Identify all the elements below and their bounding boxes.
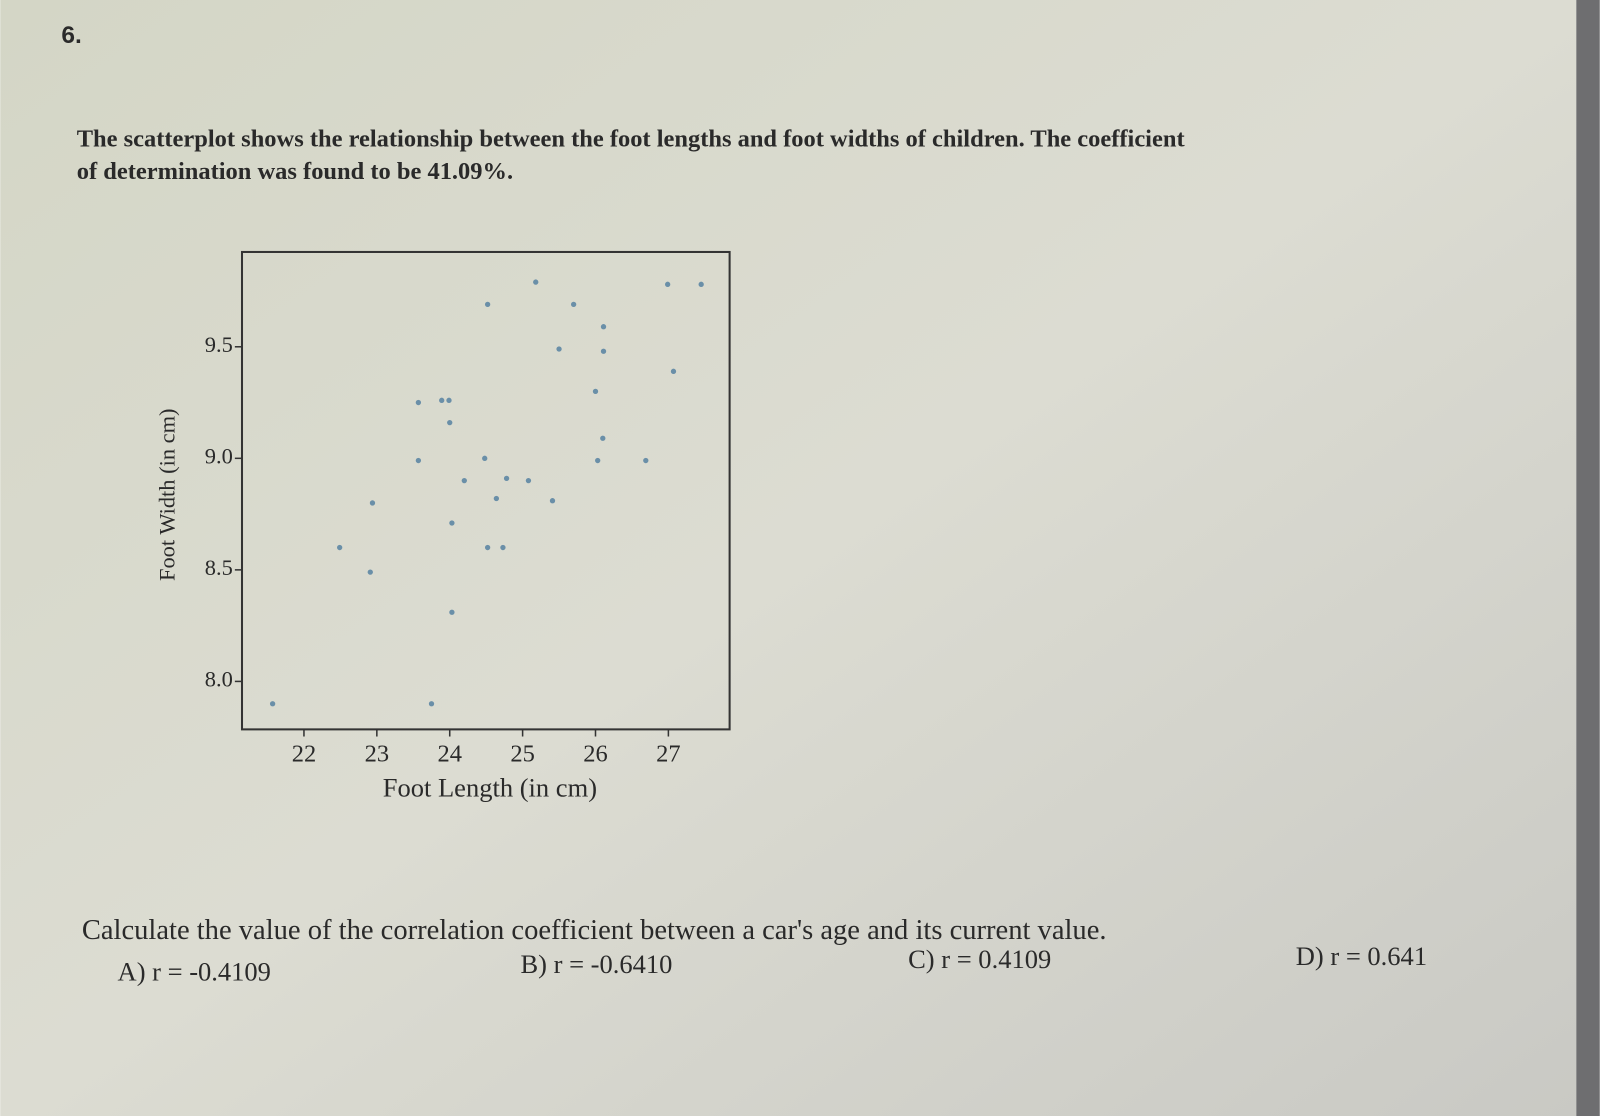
data-point [482,455,488,461]
y-tick-label: 8.5 [205,555,233,580]
data-point [595,457,601,464]
choice[interactable]: D) r = 0.641 [1296,941,1427,971]
data-point [670,368,677,374]
x-tick-label: 25 [510,741,534,768]
choice[interactable]: A) r = -0.4109 [118,956,271,986]
data-point [367,569,373,575]
data-point [556,346,562,352]
data-point [415,399,422,406]
data-point [592,388,599,395]
question-text: Calculate the value of the correlation c… [82,915,1107,946]
data-point [600,324,607,330]
data-point [337,544,343,551]
data-point [484,301,491,308]
data-point [369,500,376,506]
x-tick-label: 24 [437,741,461,768]
data-point [493,495,500,502]
data-point [600,435,606,441]
prompt-line: The scatterplot shows the relationship b… [77,125,1186,152]
data-point [665,281,671,287]
y-axis-label: Foot Width (in cm) [155,408,180,581]
data-point [446,397,452,403]
plot-frame [240,250,731,731]
x-tick-label: 23 [365,741,389,768]
screen-edge [1576,0,1600,1116]
data-point [428,701,435,707]
data-point [447,419,453,426]
x-tick-label: 22 [292,741,316,768]
data-point [643,457,649,464]
data-point [500,544,506,551]
data-point [698,281,704,287]
choice[interactable]: B) r = -0.6410 [520,949,672,979]
data-point [269,701,276,707]
data-point [449,609,455,615]
data-point [484,544,491,551]
y-tick-label: 9.5 [205,332,233,357]
y-tick-label: 8.0 [205,667,233,692]
data-point [570,301,577,308]
data-point [449,520,455,526]
data-point [600,348,607,354]
prompt-line: of determination was found to be 41.09%. [77,158,513,185]
x-axis-label: Foot Length (in cm) [383,773,597,803]
data-point [503,475,510,482]
y-tick-label: 9.0 [205,443,233,468]
data-point [461,477,467,484]
data-point [439,397,445,403]
choice[interactable]: C) r = 0.4109 [908,944,1051,974]
data-point [549,498,556,504]
x-tick-label: 26 [583,741,607,768]
data-point [533,279,539,285]
data-point [525,477,532,484]
data-point [415,457,422,464]
question-number: 6. [61,22,81,49]
x-tick-label: 27 [656,741,680,768]
